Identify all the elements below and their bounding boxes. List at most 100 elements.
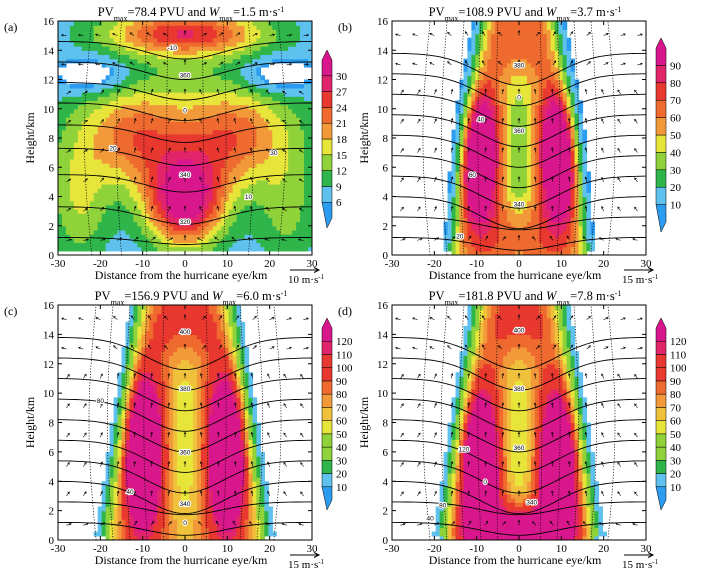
heatmap-cell bbox=[141, 204, 146, 210]
heatmap-cell bbox=[288, 225, 293, 231]
wind-vector-head bbox=[306, 33, 310, 37]
heatmap-cell bbox=[192, 238, 198, 244]
heatmap-cell bbox=[169, 204, 174, 210]
heatmap-cell bbox=[141, 246, 146, 252]
heatmap-cell bbox=[463, 92, 469, 97]
heatmap-cell bbox=[177, 54, 182, 60]
heatmap-cell bbox=[534, 138, 540, 143]
heatmap-cell bbox=[467, 154, 472, 160]
heatmap-cell bbox=[121, 21, 127, 26]
heatmap-cell bbox=[487, 183, 492, 189]
heatmap-cell bbox=[192, 33, 198, 39]
heatmap-cell bbox=[240, 71, 246, 76]
heatmap-cell bbox=[248, 246, 254, 252]
heatmap-cell bbox=[101, 196, 107, 202]
y-tick-label: 12 bbox=[43, 75, 54, 87]
heatmap-cell bbox=[475, 138, 480, 143]
heatmap-cell bbox=[129, 83, 135, 89]
heatmap-cell bbox=[276, 142, 281, 147]
heatmap-cell bbox=[252, 92, 258, 97]
heatmap-cell bbox=[181, 37, 186, 43]
heatmap-cell bbox=[252, 179, 258, 185]
heatmap-cell bbox=[101, 183, 107, 189]
heatmap-cell bbox=[121, 183, 127, 189]
heatmap-cell bbox=[89, 238, 95, 244]
heatmap-cell bbox=[507, 221, 512, 227]
heatmap-cell bbox=[73, 163, 79, 168]
heatmap-cell bbox=[220, 92, 226, 97]
heatmap-cell bbox=[240, 154, 246, 160]
heatmap-cell bbox=[475, 108, 480, 114]
heatmap-cell bbox=[65, 221, 71, 227]
heatmap-cell bbox=[240, 213, 246, 218]
heatmap-cell bbox=[58, 192, 63, 198]
heatmap-cell bbox=[188, 154, 194, 160]
heatmap-cell bbox=[69, 96, 75, 101]
heatmap-cell bbox=[463, 129, 469, 135]
heatmap-cell bbox=[284, 167, 289, 173]
heatmap-cell bbox=[522, 96, 528, 101]
heatmap-cell bbox=[495, 138, 500, 143]
heatmap-cell bbox=[185, 46, 190, 51]
heatmap-cell bbox=[204, 154, 210, 160]
heatmap-cell bbox=[145, 154, 150, 160]
heatmap-cell bbox=[268, 33, 273, 39]
heatmap-cell bbox=[153, 234, 158, 239]
heatmap-cell bbox=[208, 171, 214, 177]
heatmap-cell bbox=[308, 150, 312, 156]
heatmap-cell bbox=[185, 217, 190, 223]
heatmap-cell bbox=[89, 167, 95, 173]
heatmap-cell bbox=[304, 58, 309, 64]
heatmap-cell bbox=[236, 242, 242, 248]
heatmap-cell bbox=[447, 196, 453, 202]
heatmap-cell bbox=[224, 200, 230, 206]
heatmap-cell bbox=[455, 167, 461, 173]
heatmap-cell bbox=[61, 183, 67, 189]
heatmap-cell bbox=[240, 200, 246, 206]
heatmap-cell bbox=[288, 100, 293, 106]
wind-vector bbox=[163, 62, 169, 66]
heatmap-cell bbox=[463, 79, 469, 85]
heatmap-cell bbox=[208, 71, 214, 76]
heatmap-cell bbox=[161, 167, 166, 173]
heatmap-cell bbox=[121, 163, 127, 168]
heatmap-cell bbox=[65, 104, 71, 110]
heatmap-cell bbox=[487, 92, 492, 97]
heatmap-cell bbox=[479, 129, 484, 135]
heatmap-cell bbox=[507, 234, 512, 239]
heatmap-cell bbox=[236, 33, 242, 39]
heatmap-cell bbox=[471, 175, 476, 181]
heatmap-cell bbox=[526, 62, 532, 68]
heatmap-cell bbox=[526, 171, 532, 177]
heatmap-cell bbox=[487, 25, 492, 30]
heatmap-cell bbox=[69, 217, 75, 223]
heatmap-cell bbox=[181, 142, 186, 147]
heatmap-cell bbox=[256, 234, 262, 239]
heatmap-cell bbox=[495, 121, 500, 127]
heatmap-cell bbox=[467, 171, 472, 177]
heatmap-cell bbox=[522, 188, 528, 193]
heatmap-cell bbox=[73, 41, 79, 47]
heatmap-cell bbox=[236, 62, 242, 68]
heatmap-cell bbox=[185, 146, 190, 152]
heatmap-cell bbox=[471, 138, 476, 143]
heatmap-cell bbox=[61, 142, 67, 147]
heatmap-cell bbox=[447, 225, 453, 231]
wind-vector-head bbox=[183, 29, 187, 33]
heatmap-cell bbox=[93, 29, 99, 35]
heatmap-cell bbox=[252, 154, 258, 160]
heatmap-cell bbox=[228, 167, 234, 173]
heatmap-cell bbox=[117, 163, 123, 168]
heatmap-cell bbox=[81, 33, 87, 39]
heatmap-cell bbox=[519, 142, 524, 147]
heatmap-cell bbox=[216, 41, 222, 47]
heatmap-cell bbox=[300, 154, 305, 160]
heatmap-cell bbox=[511, 146, 516, 152]
heatmap-cell bbox=[69, 246, 75, 252]
heatmap-cell bbox=[475, 217, 480, 223]
heatmap-cell bbox=[224, 50, 230, 56]
heatmap-cell bbox=[487, 196, 492, 202]
heatmap-cell bbox=[304, 242, 309, 248]
heatmap-cell bbox=[165, 171, 170, 177]
heatmap-cell bbox=[268, 196, 273, 202]
